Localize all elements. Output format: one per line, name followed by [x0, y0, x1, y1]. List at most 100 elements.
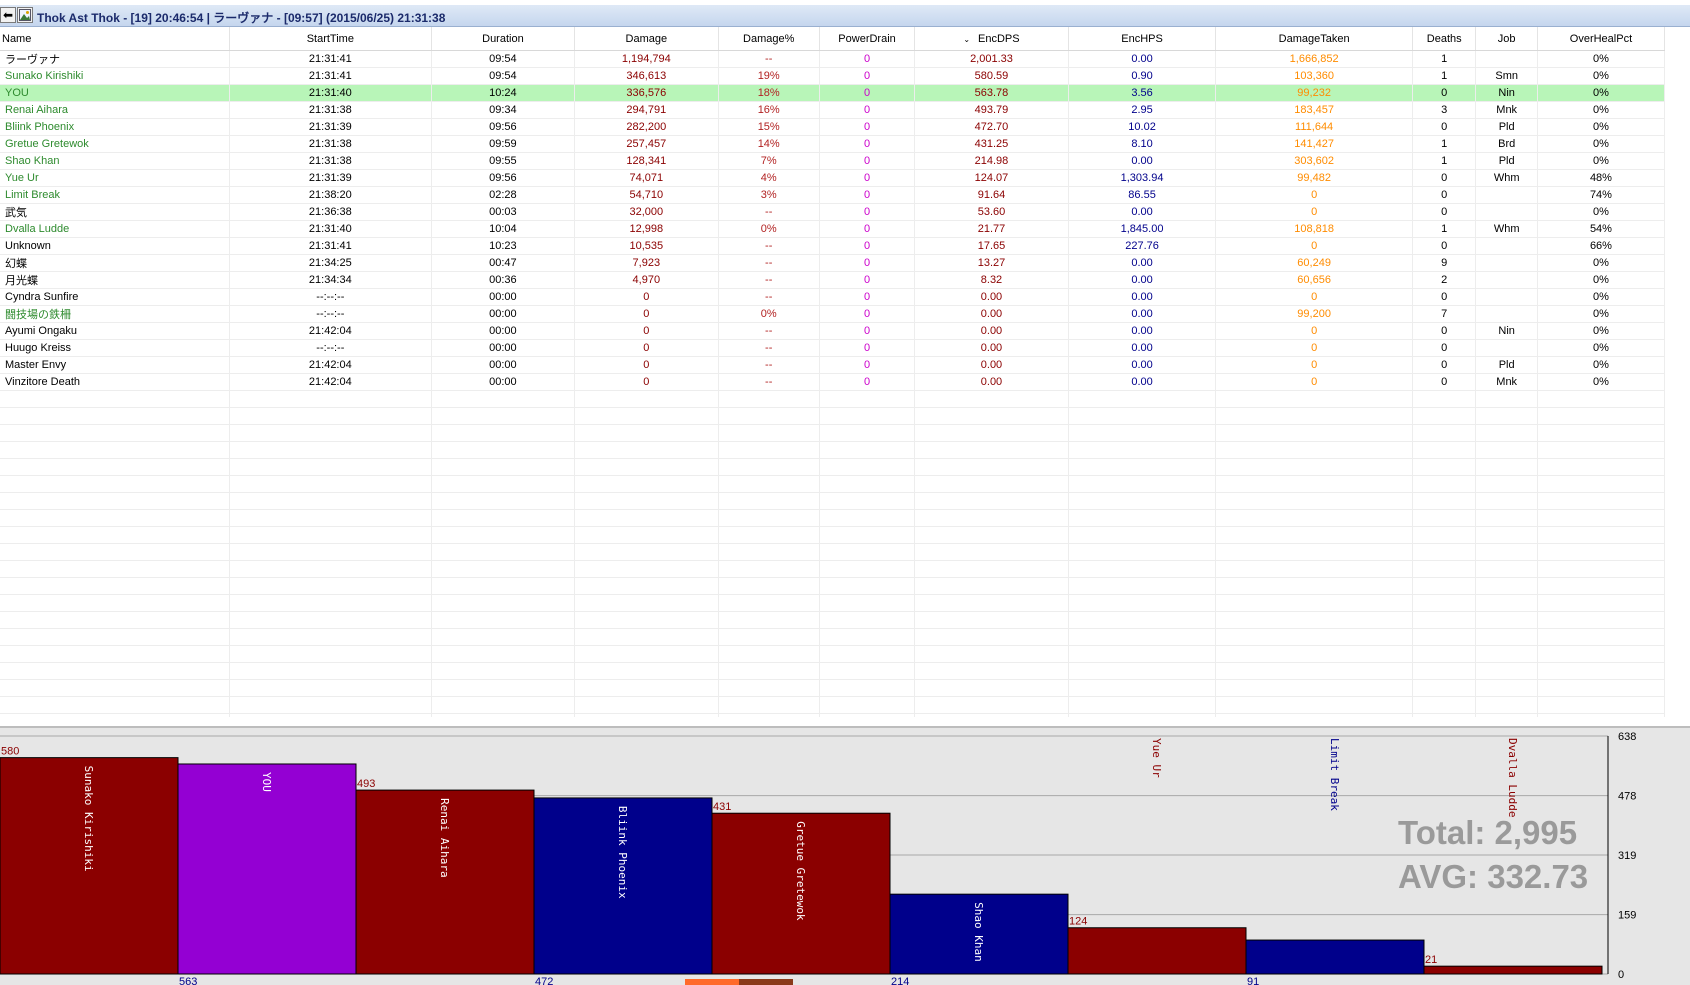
cell-overheal-pct: 0% — [1537, 118, 1666, 136]
cell-deaths: 0 — [1412, 84, 1477, 102]
table-row[interactable]: 闘技場の鉄柵 --:--:-- 00:00 0 0% 0 0.00 0.00 99,200 7 0% — [0, 305, 1666, 323]
cell-powerdrain: 0 — [819, 67, 916, 85]
cell-encdps: 91.64 — [914, 186, 1069, 204]
cell-enchps: 2.95 — [1068, 101, 1217, 119]
bar[interactable] — [355, 789, 535, 975]
column-header-encdps[interactable]: ⌄ EncDPS — [914, 27, 1069, 51]
cell-powerdrain: 0 — [819, 186, 916, 204]
table-row[interactable]: Master Envy 21:42:04 00:00 0 -- 0 0.00 0.00 0 0 Pl… — [0, 356, 1666, 374]
cell-powerdrain: 0 — [819, 271, 916, 289]
table-row[interactable]: 幻蝶 21:34:25 00:47 7,923 -- 0 13.27 0.00 60,249 9 0… — [0, 254, 1666, 272]
empty-row — [0, 543, 1666, 561]
table-row[interactable]: 月光蝶 21:34:34 00:36 4,970 -- 0 8.32 0.00 60,656 2 0… — [0, 271, 1666, 289]
cell-duration: 09:54 — [431, 67, 576, 85]
table-row[interactable]: Dvalla Ludde 21:31:40 10:04 12,998 0% 0 21.77 1… — [0, 220, 1666, 238]
cell-deaths: 0 — [1412, 339, 1477, 357]
table-row[interactable]: Ayumi Ongaku 21:42:04 00:00 0 -- 0 0.00 0.00 0 0 N… — [0, 322, 1666, 340]
bar[interactable] — [1245, 939, 1425, 975]
combatant-table-area[interactable]: Name StartTime Duration Damage Damage% P… — [0, 27, 1690, 717]
column-header-job[interactable]: Job — [1475, 27, 1538, 51]
cell-damage-taken: 0 — [1215, 322, 1413, 340]
column-header-starttime[interactable]: StartTime — [229, 27, 432, 51]
cell-start-time: 21:34:25 — [229, 254, 432, 272]
cell-damage: 346,613 — [574, 67, 719, 85]
cell-powerdrain: 0 — [819, 254, 916, 272]
cell-deaths: 1 — [1412, 67, 1477, 85]
column-header-damage[interactable]: Damage — [574, 27, 719, 51]
cell-deaths: 0 — [1412, 288, 1477, 306]
cell-damage: 0 — [574, 305, 719, 323]
column-header-damage-pct[interactable]: Damage% — [718, 27, 820, 51]
cell-encdps: 472.70 — [914, 118, 1069, 136]
column-header-name[interactable]: Name — [0, 27, 230, 51]
table-row[interactable]: Vinzitore Death 21:42:04 00:00 0 -- 0 0.00 0.00… — [0, 373, 1666, 391]
table-row[interactable]: Renai Aihara 21:31:38 09:34 294,791 16% 0 493.… — [0, 101, 1666, 119]
bar[interactable] — [889, 893, 1069, 975]
cell-enchps: 0.00 — [1068, 339, 1217, 357]
cell-damage-pct: -- — [718, 237, 820, 255]
cell-damage-pct: 0% — [718, 305, 820, 323]
cell-job: Mnk — [1475, 101, 1538, 119]
cell-overheal-pct: 0% — [1537, 322, 1666, 340]
bar[interactable] — [711, 812, 891, 975]
bar[interactable] — [1067, 927, 1247, 975]
cell-start-time: 21:31:39 — [229, 169, 432, 187]
cell-powerdrain: 0 — [819, 50, 916, 68]
table-row[interactable]: 武気 21:36:38 00:03 32,000 -- 0 53.60 0.00 0 0 0% — [0, 203, 1666, 221]
table-row[interactable]: Yue Ur 21:31:39 09:56 74,071 4% 0 124.07 1,303.… — [0, 169, 1666, 187]
cell-name: YOU — [0, 84, 230, 102]
table-row[interactable]: Sunako Kirishiki 21:31:41 09:54 346,613 19% 0… — [0, 67, 1666, 85]
column-header-damagetaken[interactable]: DamageTaken — [1215, 27, 1413, 51]
table-row[interactable]: Bliink Phoenix 21:31:39 09:56 282,200 15% 0 47… — [0, 118, 1666, 136]
column-header-enchps[interactable]: EncHPS — [1068, 27, 1217, 51]
cell-encdps: 563.78 — [914, 84, 1069, 102]
cell-powerdrain: 0 — [819, 373, 916, 391]
cell-damage-pct: 4% — [718, 169, 820, 187]
cell-damage: 4,970 — [574, 271, 719, 289]
bar[interactable] — [0, 757, 179, 975]
cell-encdps: 2,001.33 — [914, 50, 1069, 68]
empty-row — [0, 696, 1666, 714]
cell-damage: 0 — [574, 356, 719, 374]
table-row[interactable]: Limit Break 21:38:20 02:28 54,710 3% 0 91.64 86… — [0, 186, 1666, 204]
cell-deaths: 0 — [1412, 186, 1477, 204]
cell-duration: 09:54 — [431, 50, 576, 68]
image-button[interactable] — [17, 7, 33, 23]
cell-encdps: 580.59 — [914, 67, 1069, 85]
cell-deaths: 1 — [1412, 135, 1477, 153]
table-row[interactable]: Cyndra Sunfire --:--:-- 00:00 0 -- 0 0.00 0.00 0… — [0, 288, 1666, 306]
cell-start-time: 21:34:34 — [229, 271, 432, 289]
table-row[interactable]: Gretue Gretewok 21:31:38 09:59 257,457 14% 0 4… — [0, 135, 1666, 153]
table-row[interactable]: YOU 21:31:40 10:24 336,576 18% 0 563.78 3.56 99,… — [0, 84, 1666, 102]
column-header-overhealpct[interactable]: OverHealPct — [1537, 27, 1666, 51]
cell-job — [1475, 339, 1538, 357]
cell-name: 月光蝶 — [0, 271, 230, 289]
cell-deaths: 1 — [1412, 152, 1477, 170]
cell-start-time: 21:31:40 — [229, 220, 432, 238]
bar[interactable] — [177, 763, 357, 975]
column-header-duration[interactable]: Duration — [431, 27, 576, 51]
empty-row — [0, 645, 1666, 663]
cell-encdps: 0.00 — [914, 373, 1069, 391]
cell-duration: 00:00 — [431, 305, 576, 323]
cell-damage: 0 — [574, 322, 719, 340]
empty-row — [0, 594, 1666, 612]
bar[interactable] — [533, 797, 713, 975]
cell-enchps: 0.00 — [1068, 305, 1217, 323]
table-row[interactable]: ラーヴァナ 21:31:41 09:54 1,194,794 -- 0 2,001.33 0.… — [0, 50, 1666, 68]
cell-name: Ayumi Ongaku — [0, 322, 230, 340]
cell-damage: 32,000 — [574, 203, 719, 221]
bar-value-label: 472 — [535, 976, 553, 985]
chart-scroll-thumb[interactable] — [685, 979, 793, 985]
bar-category-label: YOU — [260, 772, 273, 792]
bar[interactable] — [1423, 965, 1603, 975]
table-row[interactable]: Unknown 21:31:41 10:23 10,535 -- 0 17.65 227.76… — [0, 237, 1666, 255]
column-header-powerdrain[interactable]: PowerDrain — [819, 27, 916, 51]
cell-name: Bliink Phoenix — [0, 118, 230, 136]
cell-deaths: 1 — [1412, 50, 1477, 68]
cell-powerdrain: 0 — [819, 220, 916, 238]
back-button[interactable]: ⬅ — [0, 7, 16, 23]
table-row[interactable]: Huugo Kreiss --:--:-- 00:00 0 -- 0 0.00 0.00 0 0 0… — [0, 339, 1666, 357]
column-header-deaths[interactable]: Deaths — [1412, 27, 1477, 51]
table-row[interactable]: Shao Khan 21:31:38 09:55 128,341 7% 0 214.98 0.… — [0, 152, 1666, 170]
